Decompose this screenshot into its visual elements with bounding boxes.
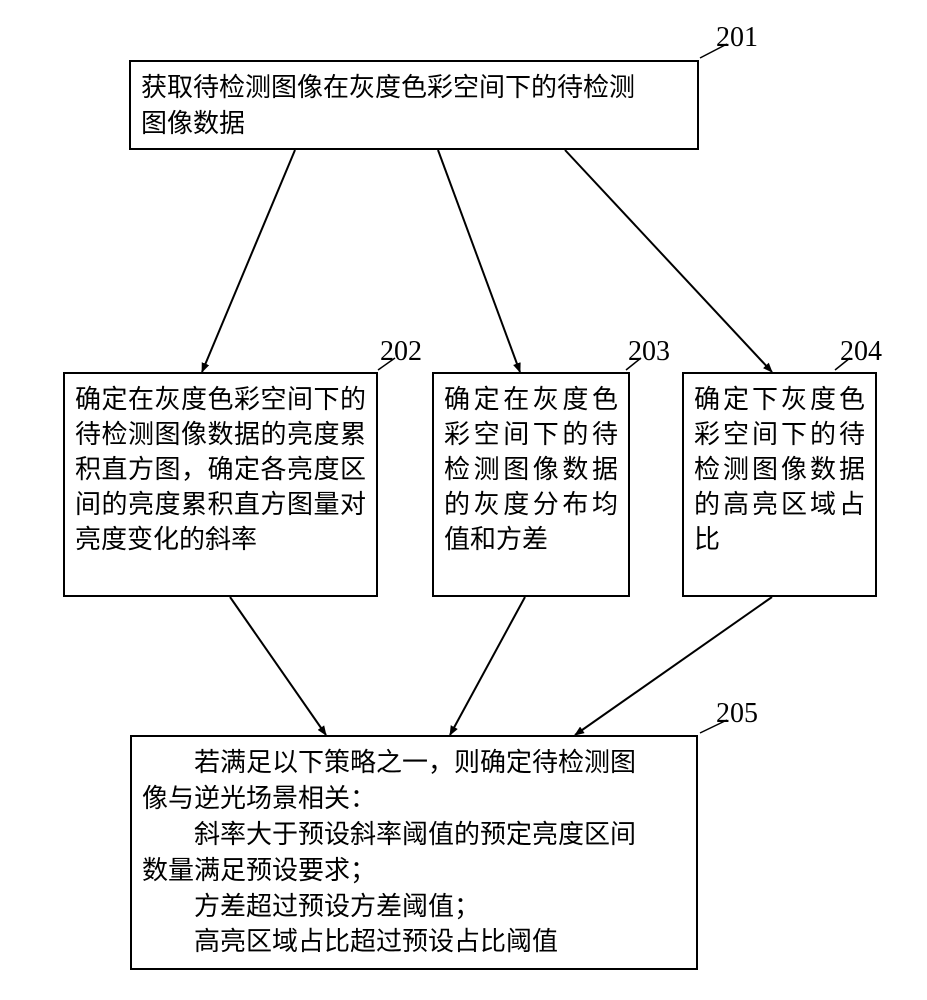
node-204-text: 确定下灰度色彩空间下的待检测图像数据的高亮区域占比 <box>694 385 865 554</box>
node-201-line2: 图像数据 <box>141 109 245 138</box>
node-202-label: 202 <box>380 336 422 368</box>
node-203-text: 确定在灰度色彩空间下的待检测图像数据的灰度分布均值和方差 <box>444 385 618 554</box>
node-204-label: 204 <box>840 336 882 368</box>
flowchart-node-203: 确定在灰度色彩空间下的待检测图像数据的灰度分布均值和方差 <box>432 372 630 597</box>
flowchart-node-202: 确定在灰度色彩空间下的待检测图像数据的亮度累积直方图，确定各亮度区间的亮度累积直… <box>63 372 378 597</box>
flowchart-node-204: 确定下灰度色彩空间下的待检测图像数据的高亮区域占比 <box>682 372 877 597</box>
node-205-line4: 数量满足预设要求； <box>142 856 376 885</box>
node-203-label: 203 <box>628 336 670 368</box>
flowchart-node-201: 获取待检测图像在灰度色彩空间下的待检测 图像数据 <box>129 60 699 150</box>
node-205-label: 205 <box>716 698 758 730</box>
node-201-line1: 获取待检测图像在灰度色彩空间下的待检测 <box>141 73 635 102</box>
flowchart-node-205: 若满足以下策略之一，则确定待检测图 像与逆光场景相关： 斜率大于预设斜率阈值的预… <box>130 735 698 970</box>
node-205-line3: 斜率大于预设斜率阈值的预定亮度区间 <box>142 820 636 849</box>
node-205-line1: 若满足以下策略之一，则确定待检测图 <box>142 748 636 777</box>
node-202-text: 确定在灰度色彩空间下的待检测图像数据的亮度累积直方图，确定各亮度区间的亮度累积直… <box>75 385 366 554</box>
node-205-line6: 高亮区域占比超过预设占比阈值 <box>142 927 558 956</box>
node-201-label: 201 <box>716 22 758 54</box>
node-205-line5: 方差超过预设方差阈值； <box>142 892 480 921</box>
node-205-line2: 像与逆光场景相关： <box>142 784 376 813</box>
